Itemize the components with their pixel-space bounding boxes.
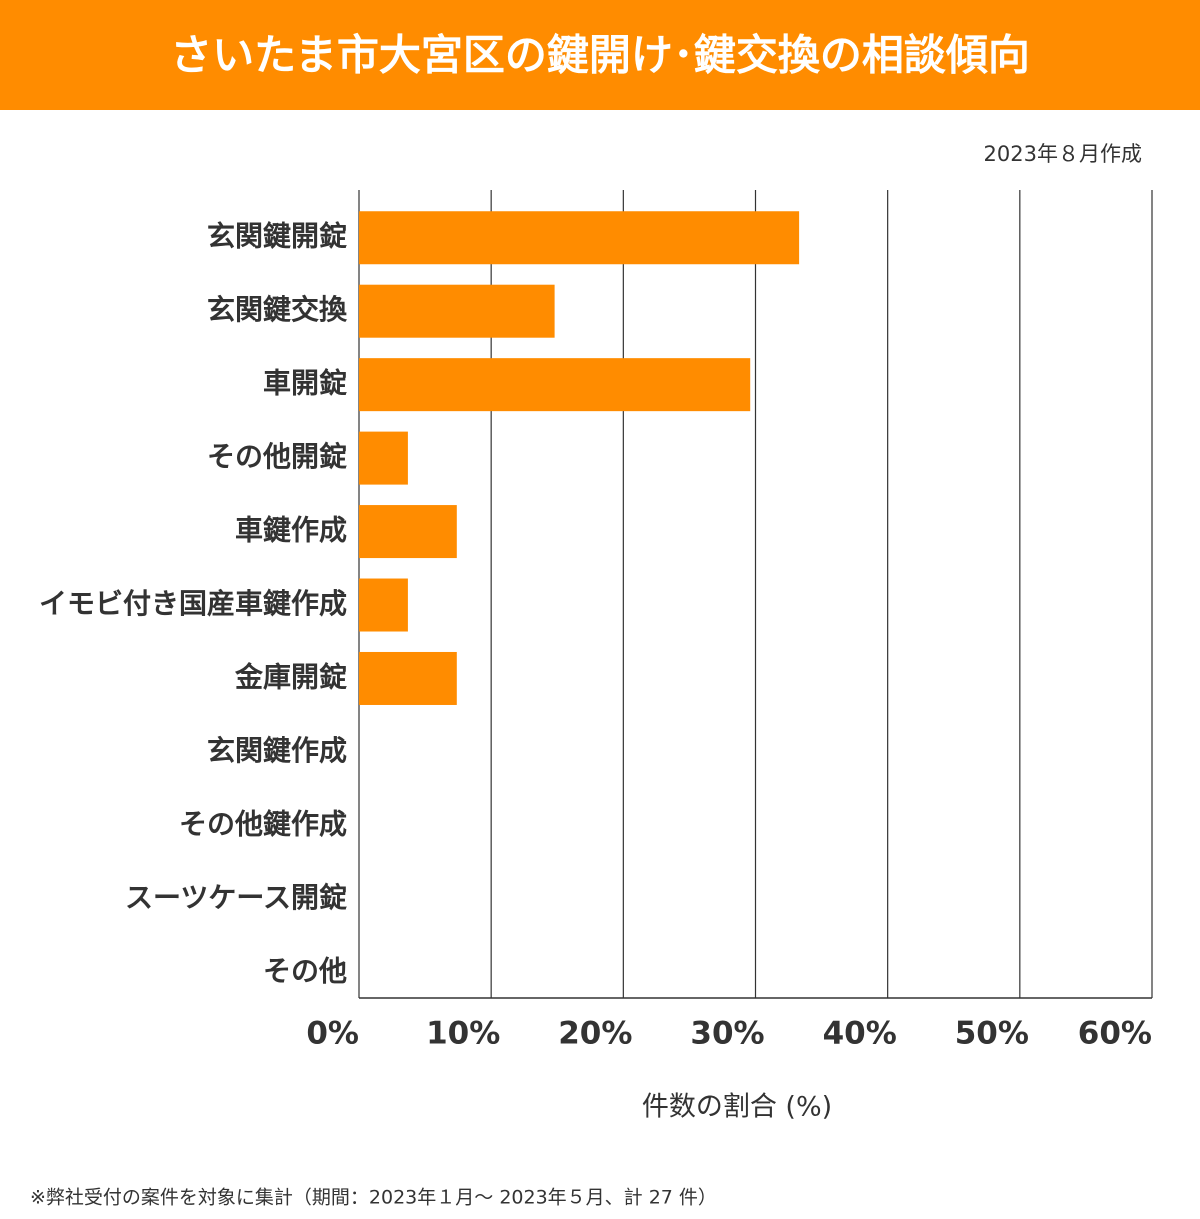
bar — [359, 578, 408, 632]
y-tick-label: 玄関鍵作成 — [207, 734, 347, 767]
bar — [359, 284, 555, 338]
bar — [359, 211, 800, 265]
x-tick-label: 50% — [955, 1016, 1029, 1052]
bar — [359, 651, 457, 705]
y-tick-label: イモビ付き国産車鍵作成 — [39, 587, 347, 620]
chart-note: 2023年８月作成 — [984, 142, 1142, 166]
bar — [359, 431, 408, 485]
y-tick-label: スーツケース開錠 — [125, 881, 347, 914]
bar — [359, 505, 457, 559]
x-tick-label: 0% — [306, 1016, 359, 1052]
y-tick-label: 金庫開錠 — [234, 660, 347, 693]
y-tick-label: その他鍵作成 — [179, 807, 347, 840]
y-tick-label: 車開錠 — [263, 367, 347, 400]
x-tick-label: 30% — [690, 1016, 764, 1052]
bar — [359, 358, 751, 412]
x-tick-label: 20% — [558, 1016, 632, 1052]
y-tick-label: その他 — [263, 954, 347, 987]
chart-title: さいたま市大宮区の鍵開け･鍵交換の相談傾向 — [170, 31, 1030, 80]
x-axis-label: 件数の割合 (%) — [642, 1092, 832, 1123]
x-tick-label: 10% — [426, 1016, 500, 1052]
y-tick-label: 車鍵作成 — [235, 514, 347, 547]
title-banner — [0, 0, 1200, 110]
footnote: ※弊社受付の案件を対象に集計（期間：2023年１月～ 2023年５月、計 27 … — [30, 1187, 717, 1209]
y-tick-label: 玄関鍵交換 — [207, 293, 348, 326]
y-tick-label: 玄関鍵開錠 — [207, 220, 347, 253]
x-tick-label: 60% — [1078, 1016, 1152, 1052]
x-tick-label: 40% — [823, 1016, 897, 1052]
y-tick-label: その他開錠 — [207, 440, 347, 473]
